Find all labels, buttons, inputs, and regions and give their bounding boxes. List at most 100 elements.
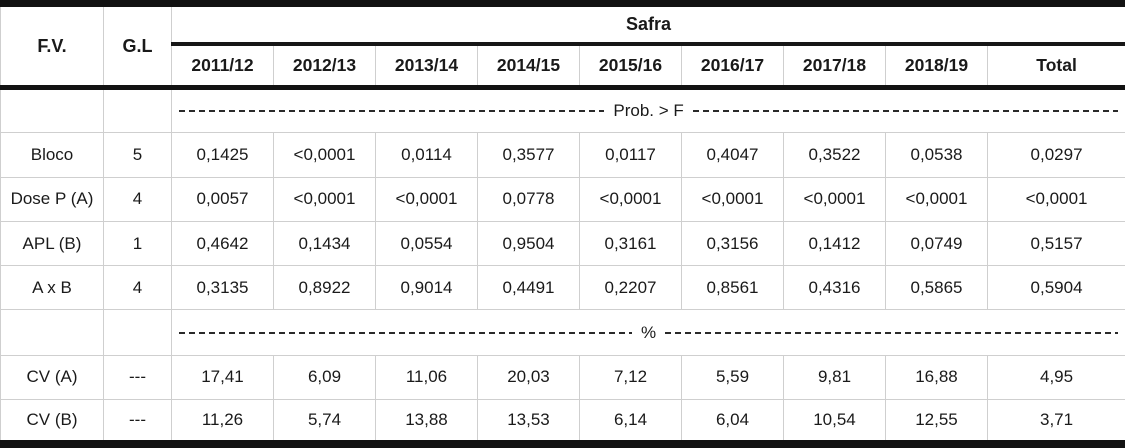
row-label-cell: CV (A): [0, 354, 104, 401]
year-header-cell: 2012/13: [273, 43, 376, 90]
year-header-cell: 2011/12: [171, 43, 274, 90]
value-cell: 0,5157: [986, 220, 1125, 267]
value-cell: <0,0001: [273, 176, 376, 222]
row-label-cell: Dose P (A): [0, 176, 104, 222]
divider-dash-left: [179, 110, 605, 113]
fv-header-cell: F.V.: [0, 3, 104, 90]
empty-cell: [103, 86, 172, 134]
value-cell: 9,81: [783, 354, 886, 401]
empty-cell: [0, 86, 104, 134]
value-cell: 0,0117: [579, 132, 682, 178]
value-cell: 0,4491: [477, 265, 580, 311]
value-cell: 11,06: [375, 354, 478, 401]
total-header-cell: Total: [986, 43, 1125, 90]
value-cell: 0,4642: [171, 220, 274, 267]
table-row-apl: APL (B) 1 0,4642 0,1434 0,0554 0,9504 0,…: [0, 220, 1125, 267]
value-cell: 0,3135: [171, 265, 274, 311]
value-cell: 4,95: [986, 354, 1125, 401]
value-cell: 0,4316: [783, 265, 886, 311]
value-cell: 17,41: [171, 354, 274, 401]
gl-cell: ---: [103, 354, 172, 401]
header-years-row: 2011/12 2012/13 2013/14 2014/15 2015/16 …: [1, 43, 1125, 90]
gl-cell: ---: [103, 399, 172, 445]
value-cell: 0,0778: [477, 176, 580, 222]
prob-f-divider-cell: Prob. > F: [170, 86, 1125, 134]
value-cell: 0,8561: [681, 265, 784, 311]
safra-group-header: Safra: [170, 3, 1125, 46]
value-cell: 0,0749: [885, 220, 988, 267]
value-cell: 0,0114: [375, 132, 478, 178]
divider-wrap: Prob. > F: [174, 101, 1123, 121]
value-cell: 0,0554: [375, 220, 478, 267]
row-label-cell: CV (B): [0, 399, 104, 445]
value-cell: 6,14: [579, 399, 682, 445]
value-cell: 0,3161: [579, 220, 682, 267]
gl-cell: 4: [103, 265, 172, 311]
value-cell: 0,9014: [375, 265, 478, 311]
table-row-cv-b: CV (B) --- 11,26 5,74 13,88 13,53 6,14 6…: [0, 399, 1125, 445]
divider-dash-right: [692, 110, 1119, 113]
divider-dash-left: [179, 331, 632, 334]
year-header-cell: 2018/19: [885, 43, 988, 90]
value-cell: 10,54: [783, 399, 886, 445]
value-cell: <0,0001: [885, 176, 988, 222]
value-cell: <0,0001: [579, 176, 682, 222]
percent-divider-row: %: [0, 309, 1125, 356]
percent-divider-cell: %: [170, 309, 1125, 356]
table-row-axb: A x B 4 0,3135 0,8922 0,9014 0,4491 0,22…: [0, 265, 1125, 311]
value-cell: 0,5904: [986, 265, 1125, 311]
gl-cell: 1: [103, 220, 172, 267]
value-cell: 0,5865: [885, 265, 988, 311]
table-row-dose-p: Dose P (A) 4 0,0057 <0,0001 <0,0001 0,07…: [0, 176, 1125, 222]
value-cell: 0,3577: [477, 132, 580, 178]
value-cell: <0,0001: [375, 176, 478, 222]
value-cell: 0,2207: [579, 265, 682, 311]
value-cell: 20,03: [477, 354, 580, 401]
value-cell: <0,0001: [783, 176, 886, 222]
value-cell: 0,0538: [885, 132, 988, 178]
value-cell: 3,71: [986, 399, 1125, 445]
year-header-cell: 2014/15: [477, 43, 580, 90]
year-header-cell: 2015/16: [579, 43, 682, 90]
value-cell: 0,8922: [273, 265, 376, 311]
row-label-cell: Bloco: [0, 132, 104, 178]
value-cell: 0,1425: [171, 132, 274, 178]
value-cell: 0,1434: [273, 220, 376, 267]
value-cell: 11,26: [171, 399, 274, 445]
row-label-cell: A x B: [0, 265, 104, 311]
divider-label: Prob. > F: [613, 101, 684, 121]
divider-wrap: %: [174, 323, 1123, 343]
value-cell: 6,09: [273, 354, 376, 401]
row-label-cell: APL (B): [0, 220, 104, 267]
value-cell: 0,0297: [986, 132, 1125, 178]
empty-cell: [0, 309, 104, 356]
value-cell: 13,53: [477, 399, 580, 445]
value-cell: 13,88: [375, 399, 478, 445]
year-header-cell: 2013/14: [375, 43, 478, 90]
value-cell: 12,55: [885, 399, 988, 445]
table-row-bloco: Bloco 5 0,1425 <0,0001 0,0114 0,3577 0,0…: [0, 132, 1125, 178]
value-cell: <0,0001: [681, 176, 784, 222]
gl-cell: 4: [103, 176, 172, 222]
value-cell: 16,88: [885, 354, 988, 401]
header-group-row: F.V. G.L Safra: [0, 3, 1125, 90]
gl-cell: 5: [103, 132, 172, 178]
value-cell: <0,0001: [273, 132, 376, 178]
divider-label: %: [641, 322, 657, 342]
value-cell: 0,3156: [681, 220, 784, 267]
table-body: Prob. > F Bloco 5 0,1425 <0,0001 0,0114 …: [0, 86, 1125, 445]
divider-dash-right: [665, 331, 1119, 334]
year-header-cell: 2017/18: [783, 43, 886, 90]
value-cell: 5,59: [681, 354, 784, 401]
table-row-cv-a: CV (A) --- 17,41 6,09 11,06 20,03 7,12 5…: [0, 354, 1125, 401]
value-cell: 0,4047: [681, 132, 784, 178]
table-header: F.V. G.L Safra 2011/12 2012/13 2013/14 2…: [0, 3, 1125, 90]
year-header-cell: 2016/17: [681, 43, 784, 90]
value-cell: <0,0001: [986, 176, 1125, 222]
value-cell: 0,3522: [783, 132, 886, 178]
empty-cell: [103, 309, 172, 356]
value-cell: 5,74: [273, 399, 376, 445]
value-cell: 0,9504: [477, 220, 580, 267]
prob-f-divider-row: Prob. > F: [0, 86, 1125, 134]
